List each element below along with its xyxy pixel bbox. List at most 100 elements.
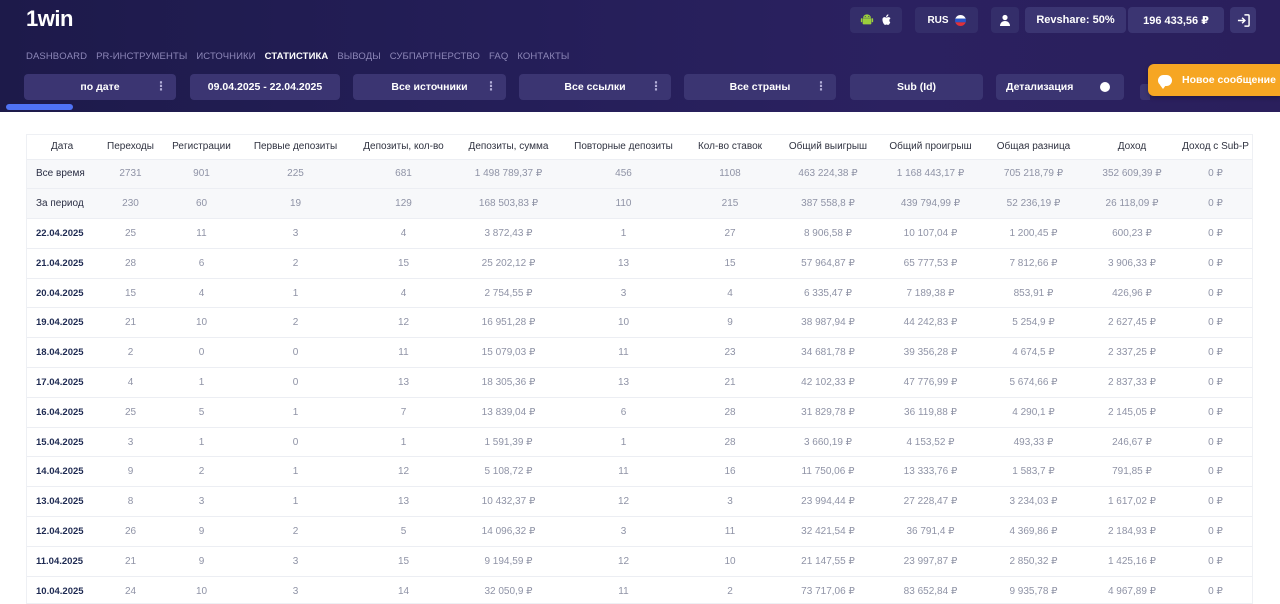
column-header[interactable]: Регистрации — [164, 135, 239, 160]
balance-label: 196 433,56 ₽ — [1143, 14, 1209, 27]
app-download-button[interactable] — [850, 7, 902, 33]
toggle-switch[interactable] — [1100, 82, 1110, 92]
android-icon — [860, 14, 873, 25]
nav-pr-tools[interactable]: PR-ИНСТРУМЕНТЫ — [96, 51, 188, 62]
table-cell: 73 717,06 ₽ — [775, 576, 881, 603]
language-selector[interactable]: RUS — [915, 7, 978, 33]
nav-faq[interactable]: FAQ — [489, 51, 509, 62]
column-header[interactable]: Общий выигрыш — [775, 135, 881, 160]
table-cell: 3 872,43 ₽ — [455, 218, 562, 249]
table-row: 21.04.2025 28 6 2 15 25 202,12 ₽13 15 57 964,87… — [27, 248, 1252, 279]
row-label: 21.04.2025 — [27, 248, 97, 279]
table-cell: 12 — [352, 456, 455, 488]
table-cell: 3 — [562, 516, 685, 547]
table-cell: 426,96 ₽ — [1087, 278, 1177, 309]
table-cell: 6 335,47 ₽ — [775, 278, 881, 309]
sub-id-select[interactable]: Sub (Id) — [850, 74, 983, 100]
table-cell: 8 — [97, 486, 164, 518]
table-cell: 9 — [164, 516, 239, 547]
table-cell: 5 — [164, 397, 239, 428]
table-cell: 1 — [562, 218, 685, 249]
nav-sources[interactable]: ИСТОЧНИКИ — [196, 51, 256, 62]
table-cell: 8 906,58 ₽ — [775, 218, 881, 249]
table-cell: 1 — [164, 427, 239, 458]
date-range-picker[interactable]: 09.04.2025 - 22.04.2025 — [190, 74, 340, 100]
table-cell: 4 967,89 ₽ — [1087, 576, 1177, 603]
table-cell: 32 050,9 ₽ — [455, 576, 562, 603]
table-cell: 42 102,33 ₽ — [775, 367, 881, 398]
table-cell: 4 369,86 ₽ — [980, 516, 1087, 547]
table-cell: 11 750,06 ₽ — [775, 456, 881, 488]
table-cell: 2 627,45 ₽ — [1087, 307, 1177, 339]
table-cell: 225 — [239, 159, 352, 190]
table-cell: 705 218,79 ₽ — [980, 159, 1087, 190]
table-cell: 1 — [239, 456, 352, 488]
column-header[interactable]: Переходы — [97, 135, 164, 160]
table-cell: 0 ₽ — [1177, 516, 1252, 547]
links-value: Все ссылки — [564, 81, 626, 93]
row-label: 15.04.2025 — [27, 427, 97, 458]
table-cell: 1 — [239, 278, 352, 309]
table-cell: 2 754,55 ₽ — [455, 278, 562, 309]
table-cell: 21 — [685, 367, 775, 398]
table-row: 12.04.2025 26 9 2 5 14 096,32 ₽3 11 32 421,54 ₽… — [27, 516, 1252, 547]
table-row: 16.04.2025 25 5 1 7 13 839,04 ₽6 28 31 829,78 ₽… — [27, 397, 1252, 428]
table-row: 13.04.2025 8 3 1 13 10 432,37 ₽12 3 23 994,44 ₽… — [27, 486, 1252, 518]
export-button[interactable] — [1140, 84, 1150, 100]
row-label: 12.04.2025 — [27, 516, 97, 547]
table-cell: 12 — [562, 486, 685, 518]
apple-icon — [881, 14, 891, 25]
table-cell: 9 935,78 ₽ — [980, 576, 1087, 603]
column-header[interactable]: Дата — [27, 135, 97, 160]
active-tab-indicator — [6, 104, 73, 110]
table-cell: 25 — [97, 397, 164, 428]
table-cell: 26 118,09 ₽ — [1087, 188, 1177, 220]
table-cell: 4 — [685, 278, 775, 309]
table-cell: 1 425,16 ₽ — [1087, 546, 1177, 577]
revshare-label: Revshare: 50% — [1036, 14, 1115, 26]
column-header[interactable]: Депозиты, кол-во — [352, 135, 455, 160]
table-cell: 25 202,12 ₽ — [455, 248, 562, 279]
nav-dashboard[interactable]: DASHBOARD — [26, 51, 88, 62]
detail-label: Детализация — [1006, 81, 1074, 93]
nav-subpartnership[interactable]: СУБПАРТНЕРСТВО — [389, 51, 481, 62]
countries-select[interactable]: Все страны ⋮ — [684, 74, 836, 100]
profile-button[interactable] — [991, 7, 1019, 33]
links-select[interactable]: Все ссылки ⋮ — [519, 74, 671, 100]
nav-withdrawals[interactable]: ВЫВОДЫ — [337, 51, 381, 62]
table-cell: 23 997,87 ₽ — [881, 546, 980, 577]
table-cell: 13 — [562, 367, 685, 398]
column-header[interactable]: Общий проигрыш — [881, 135, 980, 160]
table-cell: 15 — [685, 248, 775, 279]
table-cell: 0 — [239, 367, 352, 398]
logout-button[interactable] — [1230, 7, 1256, 33]
nav-statistics[interactable]: СТАТИСТИКА — [264, 51, 329, 62]
sources-select[interactable]: Все источники ⋮ — [353, 74, 506, 100]
table-cell: 13 333,76 ₽ — [881, 456, 980, 488]
table-cell: 18 305,36 ₽ — [455, 367, 562, 398]
table-cell: 3 — [685, 486, 775, 518]
column-header[interactable]: Кол-во ставок — [685, 135, 775, 160]
nav-contacts[interactable]: КОНТАКТЫ — [517, 51, 570, 62]
table-cell: 10 107,04 ₽ — [881, 218, 980, 249]
logo[interactable]: 1win — [26, 6, 73, 31]
column-header[interactable]: Первые депозиты — [239, 135, 352, 160]
table-cell: 439 794,99 ₽ — [881, 188, 980, 220]
column-header[interactable]: Депозиты, сумма — [455, 135, 562, 160]
table-cell: 28 — [685, 397, 775, 428]
group-by-select[interactable]: по дате ⋮ — [24, 74, 176, 100]
column-header[interactable]: Доход с Sub-P — [1177, 135, 1252, 160]
table-cell: 5 674,66 ₽ — [980, 367, 1087, 398]
column-header[interactable]: Общая разница — [980, 135, 1087, 160]
table-cell: 2 145,05 ₽ — [1087, 397, 1177, 428]
new-message-button[interactable]: Новое сообщение — [1148, 64, 1280, 96]
table-cell: 28 — [685, 427, 775, 458]
table-cell: 21 — [97, 307, 164, 339]
table-row: 14.04.2025 9 2 1 12 5 108,72 ₽11 16 11 750,06 ₽… — [27, 456, 1252, 488]
table-cell: 21 147,55 ₽ — [775, 546, 881, 577]
column-header[interactable]: Доход — [1087, 135, 1177, 160]
detail-toggle[interactable]: Детализация — [996, 74, 1124, 100]
column-header[interactable]: Повторные депозиты — [562, 135, 685, 160]
table-cell: 15 079,03 ₽ — [455, 337, 562, 369]
table-cell: 16 — [685, 456, 775, 488]
